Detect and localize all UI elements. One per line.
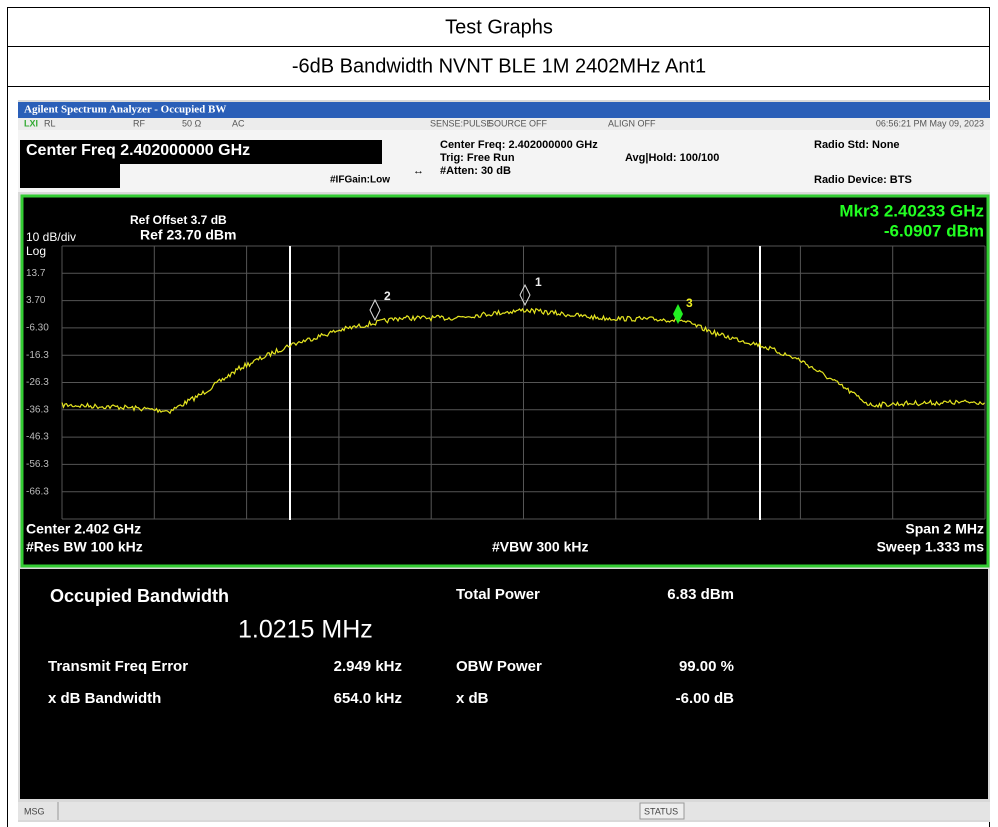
status-source: SOURCE OFF: [488, 118, 548, 128]
table-heading: Test Graphs: [445, 16, 553, 38]
status-rf: RF: [133, 118, 145, 128]
results-panel: [20, 569, 988, 799]
y-axis-label: 13.7: [26, 268, 46, 279]
marker-frequency: Mkr3 2.40233 GHz: [839, 201, 984, 220]
spectrum-trace: [61, 307, 985, 415]
y-axis-label: -66.3: [26, 486, 49, 497]
obw-value: 1.0215 MHz: [238, 616, 373, 644]
plot-area: [20, 194, 990, 568]
status-box: [639, 802, 685, 820]
span: Span 2 MHz: [905, 521, 984, 537]
status-sense: SENSE:PULSE: [430, 118, 493, 128]
y-axis-label: 3.70: [26, 295, 46, 306]
ref-offset: Ref Offset 3.7 dB: [130, 213, 227, 227]
attenuation: #Atten: 30 dB: [440, 165, 511, 177]
obw-power-label: OBW Power: [456, 658, 542, 675]
radio-std: Radio Std: None: [814, 139, 900, 151]
marker-1-label: 1: [535, 275, 542, 289]
total-power-value: 6.83 dBm: [667, 586, 734, 603]
total-power-label: Total Power: [456, 586, 540, 603]
xdb-bw-label: x dB Bandwidth: [48, 690, 161, 707]
y-axis-label: -36.3: [26, 404, 49, 415]
message-bar: [18, 802, 990, 820]
center-label: Center 2.402 GHz: [26, 521, 141, 537]
marker-3: [673, 304, 683, 324]
y-axis-label: -56.3: [26, 459, 49, 470]
arrow-icon: ↔: [413, 165, 424, 177]
center-freq: Center Freq: 2.402000000 GHz: [440, 139, 598, 151]
freq-error-label: Transmit Freq Error: [48, 658, 188, 675]
status-coupling: AC: [232, 118, 245, 128]
status-align: ALIGN OFF: [608, 118, 656, 128]
xdb-bw-value: 654.0 kHz: [334, 690, 402, 707]
radio-device: Radio Device: BTS: [814, 174, 912, 186]
center-freq-box: [20, 140, 382, 164]
status-rl: RL: [44, 118, 56, 128]
res-bw: #Res BW 100 kHz: [26, 539, 143, 555]
grid: [61, 245, 986, 520]
marker-2: [369, 298, 381, 322]
avg-hold: Avg|Hold: 100/100: [625, 152, 719, 164]
center-freq-entry: Center Freq 2.402000000 GHz: [26, 142, 250, 159]
xdb-value: -6.00 dB: [676, 690, 735, 707]
marker-level: -6.0907 dBm: [884, 221, 984, 240]
vbw: #VBW 300 kHz: [492, 539, 588, 555]
status-bar-texts: LXI RL RF 50 Ω AC SENSE:PULSE SOURCE OFF…: [24, 118, 984, 128]
entry-box: [20, 164, 120, 188]
window-title: Agilent Spectrum Analyzer - Occupied BW: [24, 104, 226, 116]
marker-3-label: 3: [686, 296, 693, 310]
ref-level: Ref 23.70 dBm: [140, 227, 236, 243]
y-axis-label: -6.30: [26, 323, 49, 334]
status: STATUS: [644, 806, 678, 816]
y-axis-label: -16.3: [26, 350, 49, 361]
trigger: Trig: Free Run: [440, 152, 515, 164]
status-bar: [18, 118, 990, 130]
scale-type: Log: [26, 244, 46, 258]
y-axis-label: -46.3: [26, 432, 49, 443]
status-datetime: 06:56:21 PM May 09, 2023: [876, 118, 984, 128]
freq-error-value: 2.949 kHz: [334, 658, 402, 675]
obw-label: Occupied Bandwidth: [50, 586, 229, 606]
lxi: LXI: [24, 118, 38, 128]
sweep: Sweep 1.333 ms: [877, 539, 985, 555]
if-gain: #IFGain:Low: [330, 175, 390, 186]
msg: MSG: [24, 806, 45, 816]
marker-2-label: 2: [384, 289, 391, 303]
y-axis-label: -26.3: [26, 377, 49, 388]
title-bar: [18, 102, 990, 118]
scale: 10 dB/div: [26, 230, 76, 244]
marker-1: [519, 283, 531, 307]
status-impedance: 50 Ω: [182, 118, 202, 128]
obw-power-value: 99.00 %: [679, 658, 734, 675]
xdb-label: x dB: [456, 690, 489, 707]
table-caption: -6dB Bandwidth NVNT BLE 1M 2402MHz Ant1: [292, 55, 706, 77]
